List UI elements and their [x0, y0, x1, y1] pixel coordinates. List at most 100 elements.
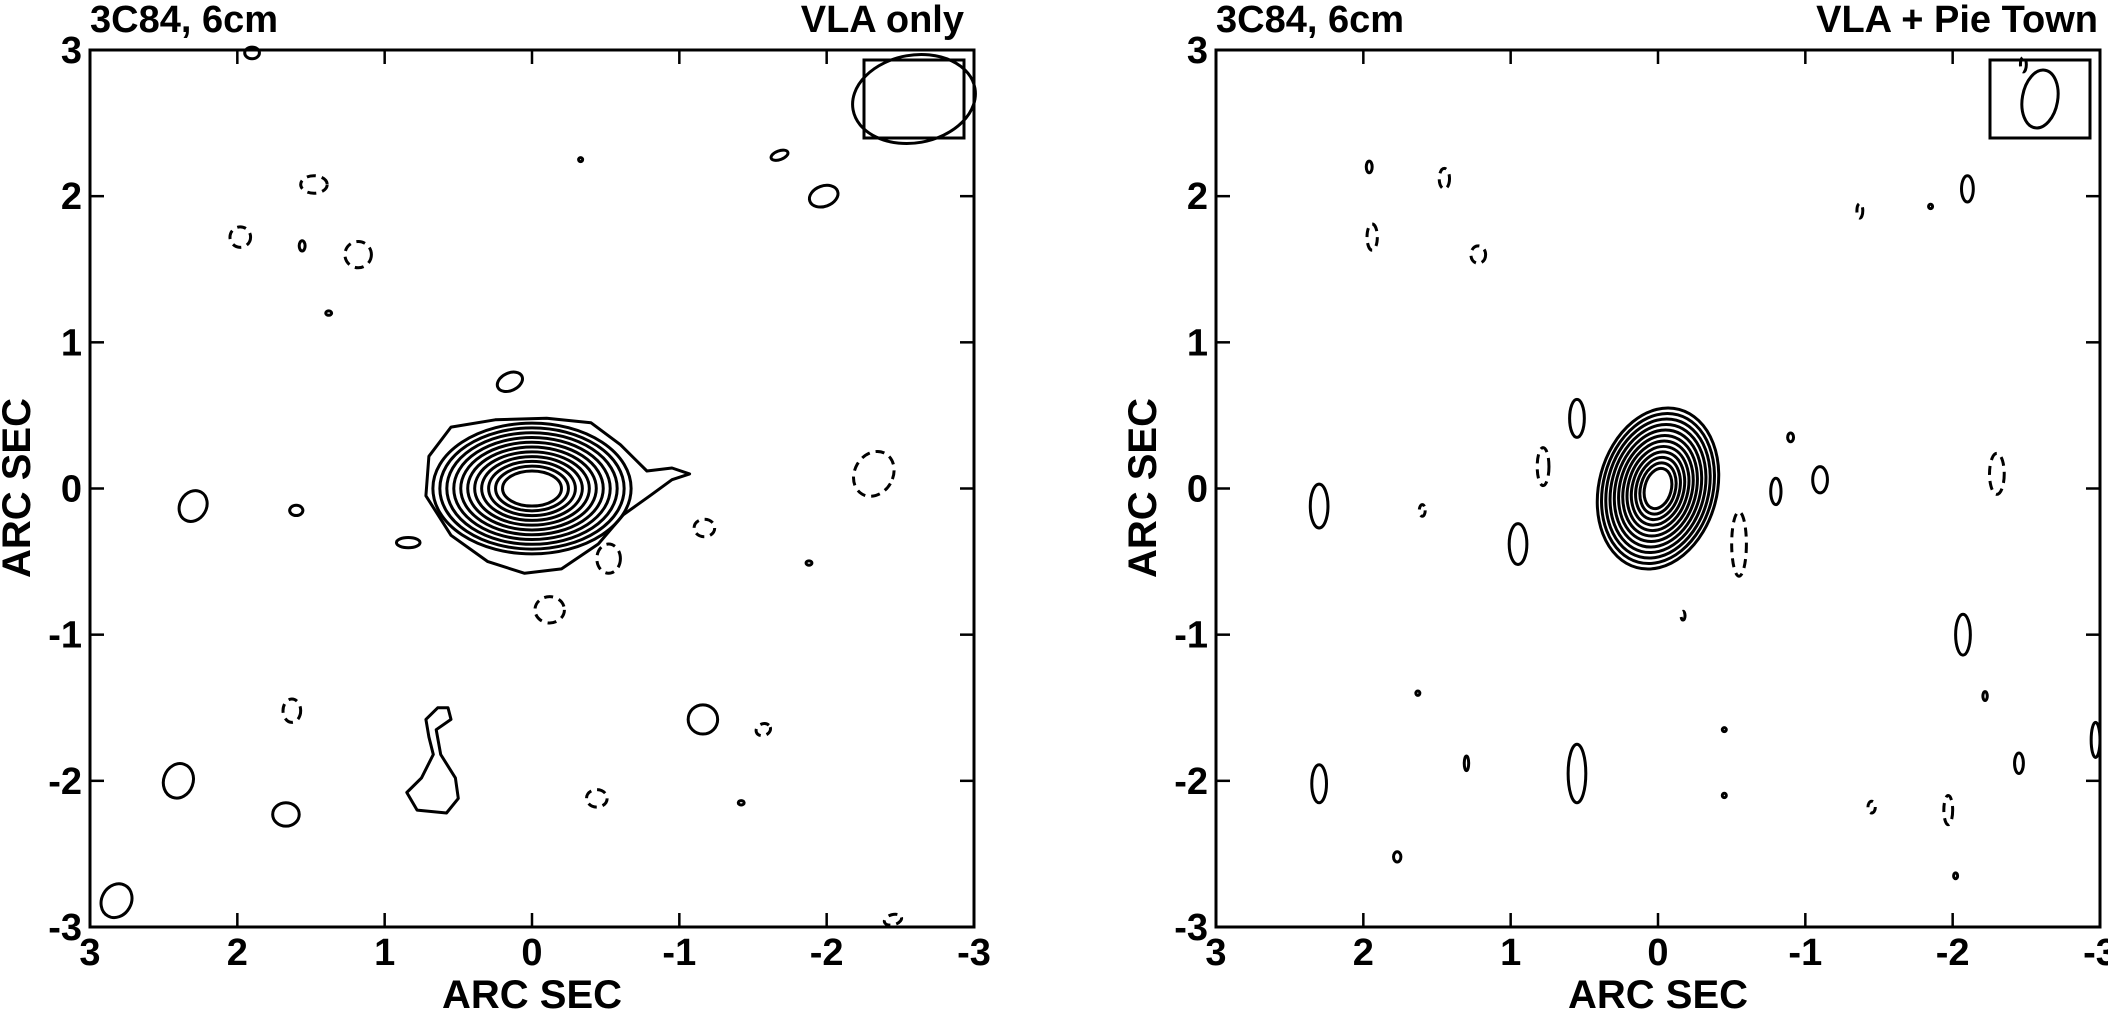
y-tick-label: 1: [61, 322, 82, 364]
core-contour-level: [459, 440, 605, 537]
x-tick-label: -3: [957, 932, 991, 974]
positive-contour: [577, 156, 585, 164]
panel-title-left: 3C84, 6cm: [1216, 0, 1404, 41]
y-tick-label: -1: [48, 615, 82, 657]
positive-contour: [1720, 726, 1728, 734]
y-tick-label: -1: [1174, 615, 1208, 657]
negative-contour: [1417, 503, 1427, 518]
negative-contour: [1365, 222, 1379, 252]
positive-contour: [1981, 690, 1989, 702]
beam-layer: [851, 52, 977, 146]
y-tick-label: 3: [61, 30, 82, 72]
core-contour-level: [501, 469, 563, 508]
core-contour-level: [1625, 444, 1691, 533]
core-contour-level: [1604, 417, 1712, 560]
positive-contour: [1960, 174, 1975, 204]
y-tick-label: 3: [1187, 30, 1208, 72]
x-axis-label: ARC SEC: [1568, 973, 1748, 1012]
positive-contour: [1786, 431, 1796, 444]
positive-contour: [324, 309, 334, 317]
negative-contour: [1988, 451, 2006, 496]
x-tick-label: 1: [374, 932, 395, 974]
positive-contour: [288, 503, 305, 518]
core-contour-level: [1595, 406, 1721, 571]
core-contour-level: [1629, 450, 1687, 527]
x-tick-label: -1: [1788, 932, 1822, 974]
x-tick-label: -2: [1936, 932, 1970, 974]
y-axis-label: ARC SEC: [1121, 398, 1165, 578]
core-contour-level: [1617, 433, 1699, 544]
positive-contour: [1310, 763, 1328, 805]
core-contour-level: [1634, 455, 1682, 522]
contour-layer: [1308, 55, 2102, 881]
positive-contour: [297, 239, 307, 253]
positive-contour: [736, 799, 746, 807]
negative-contour: [692, 517, 717, 539]
positive-contour: [1952, 871, 1960, 881]
panel-title-right: VLA + Pie Town: [1816, 0, 2098, 41]
positive-contour: [1954, 612, 1972, 657]
core-contour-level: [1612, 428, 1704, 549]
negative-contour: [1469, 244, 1488, 265]
y-tick-label: 2: [61, 176, 82, 218]
y-tick-label: 0: [1187, 469, 1208, 511]
x-tick-label: 2: [227, 932, 248, 974]
negative-contour: [299, 174, 329, 195]
panel-title-right: VLA only: [801, 0, 964, 41]
negative-contour: [882, 912, 904, 927]
y-tick-label: -3: [48, 907, 82, 949]
negative-contour: [1942, 793, 1955, 827]
y-tick-label: -2: [48, 761, 82, 803]
beam-box: [1988, 58, 2092, 140]
negative-contour: [228, 225, 253, 249]
x-tick-label: -3: [2083, 932, 2108, 974]
positive-contour: [1462, 754, 1471, 773]
core-contour-level: [487, 459, 577, 518]
negative-contour: [585, 788, 609, 809]
negative-contour: [852, 449, 896, 498]
plot-frame: [1214, 48, 2102, 929]
x-tick-label: 3: [79, 932, 100, 974]
positive-contour: [394, 535, 422, 550]
x-tick-label: -1: [662, 932, 696, 974]
negative-contour: [1679, 609, 1687, 622]
positive-contour: [2013, 751, 2025, 776]
y-tick-label: -3: [1174, 907, 1208, 949]
x-tick-label: 0: [521, 932, 542, 974]
positive-contour: [99, 882, 134, 920]
positive-contour: [1364, 159, 1374, 175]
panel-title-left: 3C84, 6cm: [90, 0, 278, 41]
negative-contour: [1730, 510, 1748, 578]
beam-layer: [1988, 58, 2092, 140]
y-tick-label: 0: [61, 469, 82, 511]
core-contour-level: [480, 455, 584, 522]
core-contour-level: [445, 431, 619, 546]
beam-box: [862, 58, 966, 140]
core-contour-level: [466, 445, 598, 532]
positive-contour: [686, 703, 720, 736]
positive-contour: [1568, 397, 1586, 439]
core-contour-level: [1642, 466, 1674, 511]
negative-contour: [1855, 201, 1865, 220]
x-tick-label: 0: [1647, 932, 1668, 974]
positive-contour: [769, 148, 790, 162]
x-tick-label: -2: [810, 932, 844, 974]
core-contour-level: [1638, 461, 1678, 516]
positive-contour: [1507, 522, 1529, 567]
negative-contour: [754, 722, 773, 738]
positive-contour: [1927, 202, 1935, 211]
peanut-contour: [405, 706, 460, 815]
negative-contour: [533, 595, 566, 625]
positive-contour: [1392, 850, 1403, 864]
beam-ellipse: [851, 52, 977, 146]
x-tick-label: 1: [1500, 932, 1521, 974]
x-tick-label: 2: [1353, 932, 1374, 974]
negative-contour: [343, 239, 373, 270]
core-contour-level: [1621, 439, 1695, 538]
positive-contour: [1769, 476, 1783, 507]
beam-ellipse: [2020, 68, 2060, 130]
positive-contour: [807, 183, 840, 209]
